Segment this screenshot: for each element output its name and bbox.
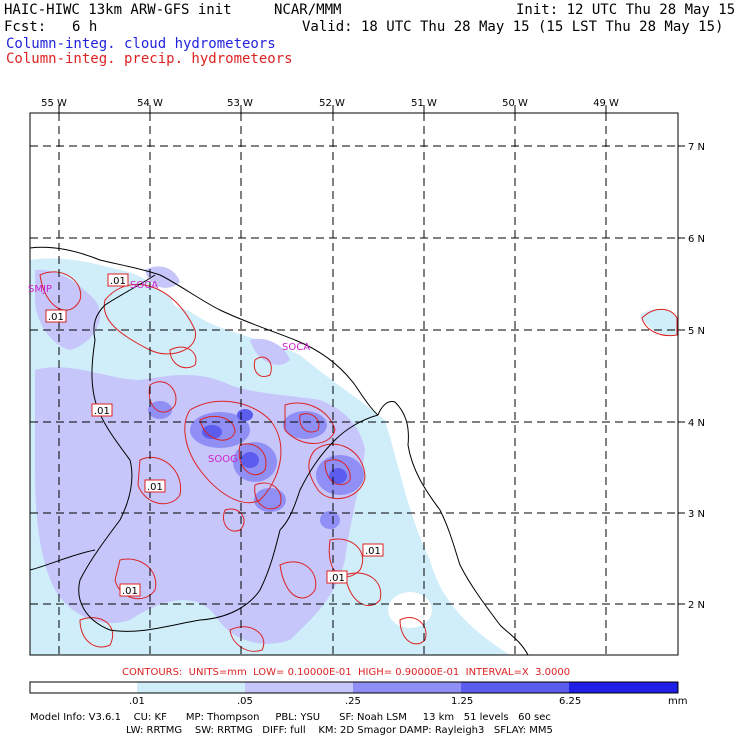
colorbar-unit: mm — [668, 696, 688, 707]
lon-label-55w: 55 W — [41, 98, 67, 109]
station-soca-2: SOCA — [282, 342, 310, 353]
title-left: HAIC-HIWC 13km ARW-GFS init — [4, 2, 232, 18]
contour-label-7: .01 — [329, 573, 345, 584]
field-precip-label: Column-integ. precip. hydrometeors — [6, 51, 293, 67]
lon-label-51w: 51 W — [411, 98, 437, 109]
fcst-label: Fcst: — [4, 19, 47, 35]
station-soca-1: SOCA — [130, 280, 158, 291]
lat-label-6n: 6 N — [688, 234, 705, 245]
source-label: NCAR/MMM — [274, 2, 342, 18]
shaded-field — [30, 113, 678, 655]
fcst-value: 6 h — [72, 19, 98, 35]
colorbar-tick-2: .25 — [345, 696, 361, 707]
init-time: Init: 12 UTC Thu 28 May 15 — [516, 2, 736, 18]
contour-label-6: .01 — [365, 546, 381, 557]
contour-label-3: .01 — [94, 406, 110, 417]
lat-label-4n: 4 N — [688, 418, 705, 429]
lat-label-2n: 2 N — [688, 600, 705, 611]
colorbar-segment-0 — [30, 682, 137, 693]
lon-label-50w: 50 W — [502, 98, 528, 109]
model-info-line2: LW: RRTMG SW: RRTMG DIFF: full KM: 2D Sm… — [126, 725, 553, 736]
contour-label-2: .01 — [48, 312, 64, 323]
colorbar-tick-3: 1.25 — [451, 696, 474, 707]
colorbar-segment-4 — [461, 682, 569, 693]
field-cloud-label: Column-integ. cloud hydrometeors — [6, 36, 276, 52]
lon-label-54w: 54 W — [137, 98, 163, 109]
lat-label-5n: 5 N — [688, 326, 705, 337]
contours-note: CONTOURS: UNITS=mm LOW= 0.10000E-01 HIGH… — [122, 667, 571, 678]
lon-label-52w: 52 W — [319, 98, 345, 109]
colorbar-tick-1: .05 — [237, 696, 253, 707]
contour-label-5: .01 — [122, 586, 138, 597]
colorbar-segment-3 — [353, 682, 461, 693]
colorbar-tick-4: 6.25 — [559, 696, 582, 707]
colorbar-segment-1 — [137, 682, 245, 693]
colorbar-segment-5 — [569, 682, 678, 693]
lat-label-7n: 7 N — [688, 142, 705, 153]
model-info-line1: Model Info: V3.6.1 CU: KF MP: Thompson P… — [30, 712, 551, 723]
map-frame — [29, 112, 679, 656]
station-smjp: SMJP — [28, 284, 52, 295]
station-soog: SOOG — [208, 454, 238, 465]
contour-label-1: .01 — [110, 276, 126, 287]
contour-label-4: .01 — [147, 482, 163, 493]
colorbar-tick-0: .01 — [129, 696, 145, 707]
lat-label-3n: 3 N — [688, 509, 705, 520]
lon-label-49w: 49 W — [593, 98, 619, 109]
colorbar-segment-2 — [245, 682, 353, 693]
valid-time: Valid: 18 UTC Thu 28 May 15 (15 LST Thu … — [302, 19, 724, 35]
colorbar — [29, 681, 679, 694]
lon-label-53w: 53 W — [227, 98, 253, 109]
